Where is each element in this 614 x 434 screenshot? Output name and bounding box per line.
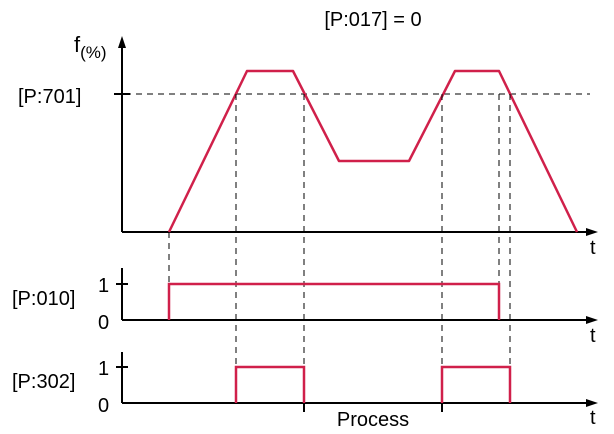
diagram-title: [P:017] = 0 xyxy=(324,9,421,31)
p010-time-label: t xyxy=(590,325,596,347)
frequency-plot: f(%) t [P:701] xyxy=(18,32,598,259)
p302-signal-label: [P:302] xyxy=(12,371,75,393)
p010-level-low: 0 xyxy=(98,312,109,334)
frequency-axis-unit: (%) xyxy=(80,43,106,62)
p302-plot: 1 0 [P:302] t Process xyxy=(12,352,598,431)
frequency-y-arrow-icon xyxy=(118,36,126,48)
p010-level-high: 1 xyxy=(98,275,109,297)
process-label: Process xyxy=(337,409,409,431)
p302-level-low: 0 xyxy=(98,395,109,417)
frequency-curve xyxy=(167,69,579,233)
guide-lines xyxy=(168,94,511,380)
frequency-time-label: t xyxy=(590,237,596,259)
threshold-label: [P:701] xyxy=(18,86,81,108)
p010-x-arrow-icon xyxy=(586,316,598,324)
frequency-x-arrow-icon xyxy=(586,228,598,236)
p302-x-arrow-icon xyxy=(586,399,598,407)
p302-pulse xyxy=(234,365,306,403)
p302-time-label: t xyxy=(590,407,596,429)
frequency-axis-label: f(%) xyxy=(74,32,107,62)
p010-plot: 1 0 [P:010] t xyxy=(12,268,598,347)
p010-signal-label: [P:010] xyxy=(12,288,75,310)
p302-pulse xyxy=(440,365,512,403)
p302-level-high: 1 xyxy=(98,358,109,380)
p010-signal xyxy=(167,282,501,320)
